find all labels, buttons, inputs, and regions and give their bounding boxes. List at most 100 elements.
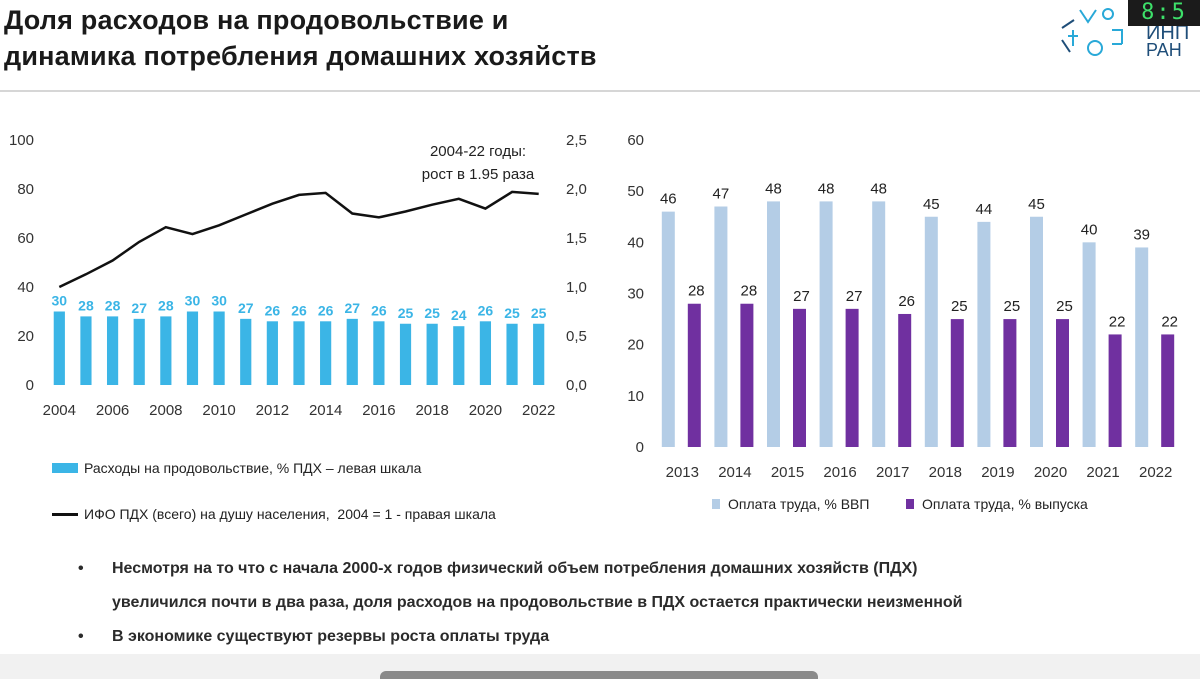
x-tick-label: 2015 <box>771 464 804 481</box>
food-share-data-label: 26 <box>318 302 334 318</box>
x-tick-label: 2013 <box>666 464 699 481</box>
gdp-share-data-label: 40 <box>1081 221 1098 238</box>
output-share-data-label: 22 <box>1109 313 1126 330</box>
output-share-bar <box>1161 334 1175 447</box>
food-share-bar <box>373 321 385 385</box>
bullet-mark: • <box>78 628 84 645</box>
food-share-data-label: 25 <box>531 305 547 321</box>
gdp-share-data-label: 48 <box>765 180 782 197</box>
food-share-bar <box>80 316 92 385</box>
y-tick-label: 60 <box>627 132 644 149</box>
left-y-tick-label: 40 <box>17 279 34 296</box>
food-share-data-label: 26 <box>478 302 494 318</box>
video-scrollbar[interactable] <box>380 671 818 679</box>
x-tick-label: 2022 <box>1139 464 1172 481</box>
x-tick-label: 2014 <box>718 464 751 481</box>
y-tick-label: 30 <box>627 286 644 303</box>
gdp-share-data-label: 48 <box>818 180 835 197</box>
food-share-bar <box>186 311 199 385</box>
right-y-tick-label: 2,0 <box>566 181 587 198</box>
legend-item-gdp-share: Оплата труда, % ВВП <box>712 496 869 512</box>
bullet-list: • Несмотря на то что с начала 2000-х год… <box>78 552 1188 654</box>
bullet-item: • В экономике существуют резервы роста о… <box>78 620 1188 654</box>
gdp-share-bar <box>872 201 886 447</box>
output-share-data-label: 28 <box>741 283 758 300</box>
x-tick-label: 2004 <box>43 402 76 419</box>
growth-annotation: 2004-22 годы: <box>430 143 526 160</box>
food-share-bar <box>133 318 145 385</box>
food-share-bar <box>106 316 119 385</box>
x-tick-label: 2022 <box>522 402 555 419</box>
logo-icon <box>1061 8 1123 56</box>
gdp-share-bar <box>1135 247 1149 447</box>
x-tick-label: 2020 <box>1034 464 1067 481</box>
y-tick-label: 20 <box>627 337 644 354</box>
gdp-share-data-label: 45 <box>923 196 940 213</box>
bullet-mark: • <box>78 560 84 577</box>
legend-label-consumption-index: ИФО ПДХ (всего) на душу населения, 2004 … <box>84 506 496 522</box>
gdp-share-bar <box>819 201 833 447</box>
y-tick-label: 40 <box>627 234 644 251</box>
output-share-data-label: 28 <box>688 283 705 300</box>
y-tick-label: 10 <box>627 388 644 405</box>
output-share-data-label: 25 <box>951 298 968 315</box>
x-tick-label: 2008 <box>149 402 182 419</box>
food-share-bar <box>426 323 438 385</box>
food-share-data-label: 28 <box>78 297 94 313</box>
x-tick-label: 2016 <box>823 464 856 481</box>
gdp-share-bar <box>661 211 675 447</box>
output-share-data-label: 27 <box>793 288 810 305</box>
left-y-tick-label: 0 <box>26 377 34 394</box>
y-tick-label: 50 <box>627 183 644 200</box>
food-share-data-label: 24 <box>451 307 467 323</box>
food-share-data-label: 27 <box>131 300 147 316</box>
legend-label-gdp-share: Оплата труда, % ВВП <box>728 496 870 512</box>
gdp-share-bar <box>714 206 728 447</box>
gdp-share-data-label: 45 <box>1028 196 1045 213</box>
x-tick-label: 2014 <box>309 402 342 419</box>
title-line-2: динамика потребления домашних хозяйств <box>4 41 597 71</box>
output-share-data-label: 27 <box>846 288 863 305</box>
food-share-data-label: 26 <box>291 302 307 318</box>
consumption-index-line <box>58 190 539 289</box>
left-y-tick-label: 80 <box>17 181 34 198</box>
bullet-text: В экономике существуют резервы роста опл… <box>112 628 550 645</box>
gdp-share-bar <box>977 221 991 447</box>
output-share-data-label: 25 <box>1056 298 1073 315</box>
food-share-bar <box>53 311 65 385</box>
food-share-data-label: 28 <box>158 297 174 313</box>
food-share-data-label: 26 <box>371 302 387 318</box>
output-share-bar <box>1003 319 1017 447</box>
clock-overlay: 8:5 <box>1128 0 1200 26</box>
legend-label-food-share: Расходы на продовольствие, % ПДХ – левая… <box>84 460 422 476</box>
bullet-text: Несмотря на то что с начала 2000-х годов… <box>112 560 918 577</box>
left-y-tick-label: 100 <box>9 132 34 149</box>
legend-swatch-line <box>52 512 78 516</box>
food-share-bar <box>240 318 252 385</box>
left-y-tick-label: 20 <box>17 328 34 345</box>
food-share-bar <box>533 323 545 385</box>
legend-item-consumption-index: ИФО ПДХ (всего) на душу населения, 2004 … <box>52 506 496 522</box>
food-share-data-label: 30 <box>211 293 227 309</box>
legend-item-output-share: Оплата труда, % выпуска <box>906 496 1088 512</box>
gdp-share-data-label: 39 <box>1133 226 1150 243</box>
output-share-bar <box>1108 334 1122 447</box>
output-share-bar <box>1056 319 1069 447</box>
food-share-data-label: 26 <box>265 302 281 318</box>
food-share-bar <box>320 321 332 385</box>
gdp-share-bar <box>924 216 938 447</box>
output-share-data-label: 25 <box>1004 298 1021 315</box>
bullet-item-continued: увеличился почти в два раза, доля расход… <box>78 586 1188 620</box>
legend-swatch-output <box>906 499 914 509</box>
x-tick-label: 2018 <box>929 464 962 481</box>
food-share-bar <box>453 326 465 385</box>
x-tick-label: 2012 <box>256 402 289 419</box>
left-y-tick-label: 60 <box>17 230 34 247</box>
gdp-share-data-label: 47 <box>713 186 730 203</box>
growth-annotation: рост в 1.95 раза <box>422 166 535 183</box>
food-share-data-label: 25 <box>424 305 440 321</box>
right-y-tick-label: 2,5 <box>566 132 587 149</box>
logo-text-bottom: РАН <box>1146 40 1182 60</box>
output-share-bar <box>740 303 754 447</box>
header-divider <box>0 90 1200 92</box>
